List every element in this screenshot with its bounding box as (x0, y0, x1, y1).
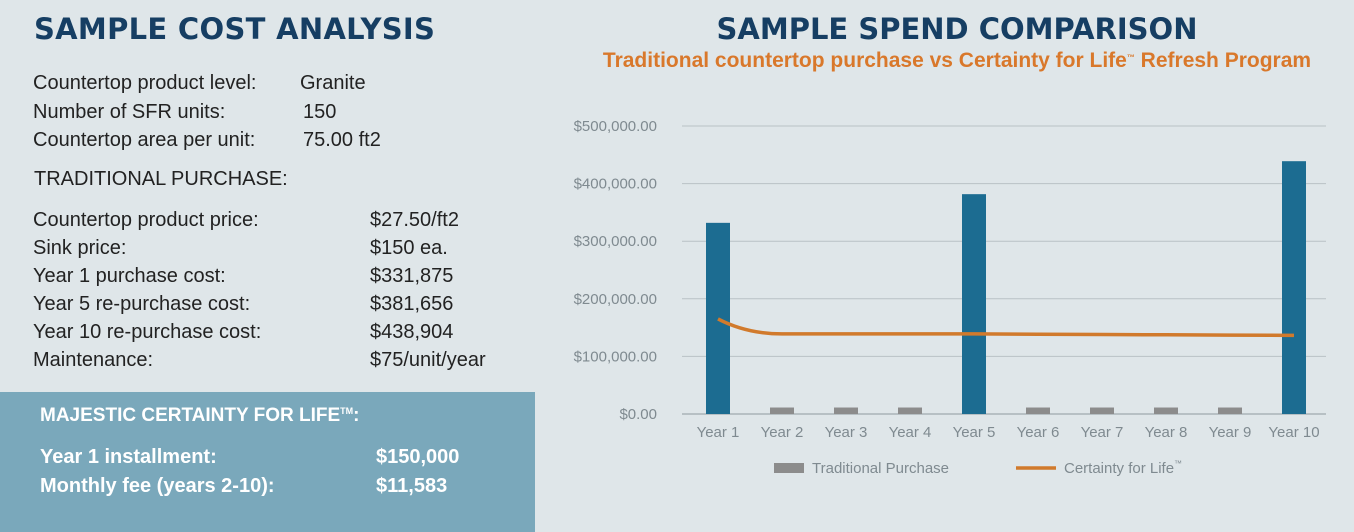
traditional-value: $438,904 (370, 321, 454, 343)
traditional-value: $331,875 (370, 265, 454, 287)
y-tick-label: $200,000.00 (574, 291, 657, 308)
x-tick-label: Year 1 (697, 424, 740, 441)
cost-analysis-title: SAMPLE COST ANALYSIS (34, 12, 436, 46)
spec-row: Countertop area per unit: 75.00 ft2 (33, 129, 381, 152)
trademark-mark: TM (340, 406, 354, 416)
spec-row: Number of SFR units: 150 (33, 101, 336, 124)
majestic-row: Year 1 installment: $150,000 (40, 446, 459, 469)
spend-comparison-chart: $0.00 $100,000.00 $200,000.00 $300,000.00 $4… (574, 118, 1326, 477)
traditional-label: Sink price: (33, 237, 127, 259)
traditional-value: $75/unit/year (370, 349, 486, 371)
traditional-row: Year 1 purchase cost: $331,875 (33, 265, 453, 288)
x-tick-label: Year 2 (761, 424, 804, 441)
spec-label: Number of SFR units: (33, 101, 226, 123)
x-tick-label: Year 6 (1017, 424, 1060, 441)
bar-traditional-purchase (1154, 407, 1178, 414)
traditional-label: Year 5 re-purchase cost: (33, 293, 251, 315)
traditional-label: Year 1 purchase cost: (33, 265, 226, 287)
traditional-purchase-heading: TRADITIONAL PURCHASE: (34, 168, 288, 190)
spec-value: 75.00 ft2 (303, 129, 381, 151)
traditional-row: Maintenance: $75/unit/year (33, 349, 486, 372)
spec-value: 150 (303, 101, 337, 123)
majestic-value: $11,583 (376, 475, 448, 497)
majestic-label: Year 1 installment: (40, 446, 217, 468)
y-tick-label: $500,000.00 (574, 118, 657, 135)
chart-subtitle-suffix: Refresh Program (1134, 49, 1312, 72)
y-tick-label: $0.00 (619, 406, 657, 423)
majestic-title: MAJESTIC CERTAINTY FOR LIFETM: (40, 405, 359, 427)
x-tick-label: Year 4 (889, 424, 932, 441)
chart-title: SAMPLE SPEND COMPARISON (716, 12, 1198, 46)
majestic-title-text: MAJESTIC CERTAINTY FOR LIFE (40, 405, 341, 426)
spec-label: Countertop product level: (33, 72, 257, 94)
majestic-value: $150,000 (376, 446, 460, 468)
majestic-panel: MAJESTIC CERTAINTY FOR LIFETM: Year 1 in… (0, 392, 535, 532)
traditional-row: Year 10 re-purchase cost: $438,904 (33, 321, 453, 344)
bar-traditional-purchase (834, 407, 858, 414)
legend-label-certainty: Certainty for Life™ (1064, 459, 1182, 477)
x-tick-label: Year 3 (825, 424, 868, 441)
majestic-row: Monthly fee (years 2-10): $11,583 (40, 475, 447, 498)
chart-subtitle: Traditional countertop purchase vs Certa… (560, 49, 1354, 73)
bar-traditional-purchase (898, 407, 922, 414)
x-tick-label: Year 8 (1145, 424, 1188, 441)
chart-subtitle-text: Traditional countertop purchase vs Certa… (602, 49, 1127, 72)
spec-value: Granite (300, 72, 366, 94)
legend-swatch-traditional (774, 463, 804, 473)
bar-traditional-purchase (962, 194, 986, 414)
legend-label-traditional: Traditional Purchase (812, 460, 949, 477)
spec-label: Countertop area per unit: (33, 129, 256, 151)
x-tick-label: Year 10 (1268, 424, 1319, 441)
trademark-mark: ™ (1126, 53, 1135, 62)
majestic-title-suffix: : (353, 405, 360, 426)
spec-row: Countertop product level: Granite (33, 72, 366, 95)
traditional-label: Countertop product price: (33, 209, 259, 231)
y-tick-label: $300,000.00 (574, 233, 657, 250)
bar-traditional-purchase (706, 222, 730, 414)
x-tick-label: Year 7 (1081, 424, 1124, 441)
traditional-value: $27.50/ft2 (370, 209, 459, 231)
bar-traditional-purchase (1090, 407, 1114, 414)
traditional-row: Sink price: $150 ea. (33, 237, 448, 260)
traditional-row: Countertop product price: $27.50/ft2 (33, 209, 459, 232)
traditional-row: Year 5 re-purchase cost: $381,656 (33, 293, 453, 316)
traditional-value: $381,656 (370, 293, 454, 315)
line-certainty-for-life (717, 317, 1295, 338)
x-tick-label: Year 5 (953, 424, 996, 441)
traditional-value: $150 ea. (370, 237, 448, 259)
bar-traditional-purchase (1218, 407, 1242, 414)
bar-traditional-purchase (770, 407, 794, 414)
majestic-label: Monthly fee (years 2-10): (40, 475, 275, 497)
x-tick-label: Year 9 (1209, 424, 1252, 441)
y-tick-label: $100,000.00 (574, 348, 657, 365)
bar-traditional-purchase (1026, 407, 1050, 414)
traditional-label: Maintenance: (33, 349, 154, 371)
traditional-label: Year 10 re-purchase cost: (33, 321, 262, 343)
y-tick-label: $400,000.00 (574, 176, 657, 193)
bar-traditional-purchase (1282, 161, 1306, 414)
